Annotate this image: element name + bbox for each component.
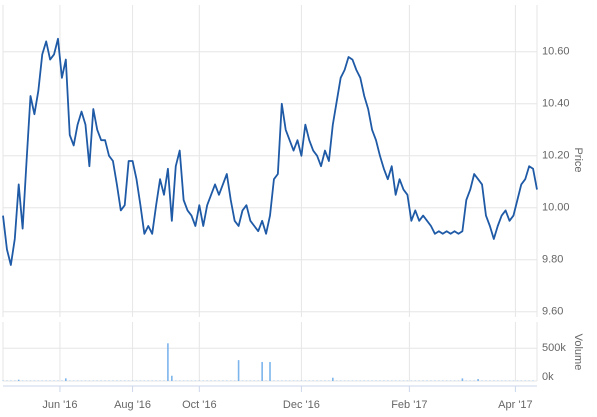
volume-axis-title: Volume: [572, 334, 584, 371]
volume-bar: [332, 377, 334, 381]
volume-bar: [261, 361, 263, 381]
volume-bar: [65, 378, 67, 381]
volume-bar: [167, 343, 169, 381]
volume-bar: [17, 379, 20, 381]
y-tick-label: 0k: [542, 371, 554, 383]
y-tick-label: 10.60: [542, 46, 570, 58]
y-tick-label: 9.80: [542, 254, 563, 266]
x-tick-label: Aug '16: [114, 399, 151, 411]
volume-bar: [269, 361, 271, 381]
x-tick-label: Feb '17: [391, 399, 427, 411]
volume-bar: [237, 360, 240, 381]
volume-bar: [477, 379, 479, 381]
price-axis-title: Price: [572, 147, 584, 172]
y-tick-label: 10.40: [542, 98, 570, 110]
y-tick-label: 500k: [542, 342, 566, 354]
y-tick-label: 10.00: [542, 202, 570, 214]
y-tick-label: 10.20: [542, 150, 570, 162]
price-line: [2, 37, 538, 266]
volume-bar: [171, 375, 173, 381]
volume-bar: [461, 378, 464, 381]
x-tick-label: Dec '16: [283, 399, 320, 411]
x-tick-label: Apr '17: [498, 399, 533, 411]
x-tick-label: Jun '16: [42, 399, 77, 411]
y-tick-label: 9.60: [542, 306, 563, 318]
x-tick-label: Oct '16: [182, 399, 217, 411]
